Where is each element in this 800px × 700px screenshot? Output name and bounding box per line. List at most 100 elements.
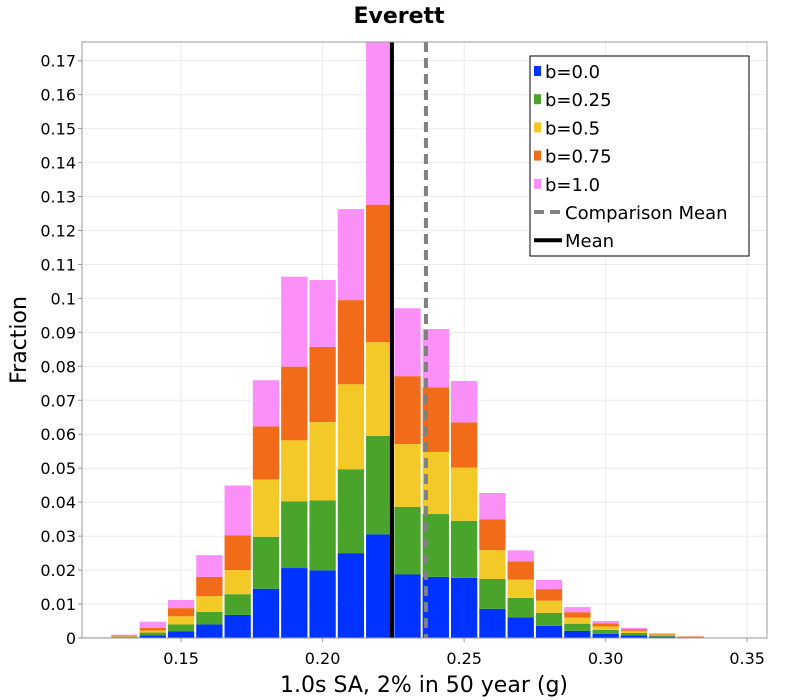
bar-segment-b-0-5 <box>535 600 563 613</box>
y-tick-label: 0.03 <box>40 527 76 546</box>
bar-segment-b-1-0 <box>309 280 336 347</box>
legend-swatch <box>534 150 541 161</box>
y-tick-label: 0.16 <box>40 86 76 105</box>
bar-segment-b-0-25 <box>535 612 563 626</box>
y-tick-label: 0.11 <box>40 255 76 274</box>
y-axis-ticks: 0 0.01 0.02 0.03 0.04 0.05 0.06 0.07 0.08 0.09 0.1… <box>40 52 82 648</box>
bar-segment-b-0-5 <box>620 630 648 633</box>
bar-segment-b-1-0 <box>479 492 506 520</box>
y-tick-label: 0.01 <box>40 595 76 614</box>
bar-segment-b-0-25 <box>224 594 251 615</box>
bar-segment-b-0-75 <box>450 422 478 468</box>
bar-segment-b-0-0 <box>252 588 280 638</box>
bar-segment-b-0-25 <box>394 506 421 575</box>
bar-segment-b-0-5 <box>167 616 195 625</box>
bar-segment-b-0-75 <box>337 300 365 385</box>
y-tick-label: 0.15 <box>40 120 76 139</box>
bar-segment-b-0-75 <box>507 561 534 580</box>
y-tick-label: 0.02 <box>40 561 76 580</box>
x-tick-label: 0.15 <box>163 649 199 668</box>
legend-label: b=1.0 <box>545 175 600 196</box>
y-tick-label: 0.12 <box>40 221 76 240</box>
bar-segment-b-0-0 <box>281 568 308 638</box>
bar-segment-b-0-25 <box>139 632 166 636</box>
bar-segment-b-1-0 <box>592 621 619 624</box>
bar-segment-b-0-5 <box>479 550 506 579</box>
bar-segment-b-0-25 <box>337 469 365 554</box>
bar-segment-b-0-0 <box>309 570 336 638</box>
bar-segment-b-0-75 <box>479 519 506 551</box>
bar-segment-b-1-0 <box>337 209 365 301</box>
legend-box <box>529 55 750 257</box>
legend-swatch <box>534 122 541 133</box>
bar-segment-b-0-25 <box>281 501 308 569</box>
x-tick-label: 0.35 <box>729 649 765 668</box>
bar-segment-b-0-25 <box>620 632 648 636</box>
bar-segment-b-0-0 <box>224 614 251 638</box>
bar-segment-b-0-75 <box>620 629 648 631</box>
bar-segment-b-1-0 <box>196 555 223 577</box>
legend-swatch <box>534 94 541 105</box>
y-tick-label: 0.08 <box>40 357 76 376</box>
y-tick-label: 0.07 <box>40 391 76 410</box>
bar-segment-b-0-5 <box>366 342 393 436</box>
bar-segment-b-0-5 <box>592 626 619 630</box>
bar-segment-b-0-5 <box>564 617 591 624</box>
legend-label: b=0.0 <box>545 62 600 83</box>
bar-segment-b-0-75 <box>111 635 138 637</box>
x-axis-ticks: 0.15 0.20 0.25 0.30 0.35 <box>163 638 765 668</box>
bar-segment-b-0-75 <box>224 535 251 571</box>
bar-segment-b-1-0 <box>224 485 251 536</box>
bar-segment-b-0-25 <box>366 435 393 535</box>
bar-segment-b-0-5 <box>224 570 251 595</box>
bar-segment-b-0-5 <box>196 596 223 612</box>
bar-segment-b-1-0 <box>281 276 308 367</box>
bar-segment-b-1-0 <box>366 42 393 205</box>
bar-segment-b-0-25 <box>167 624 195 632</box>
legend-swatch <box>534 66 541 76</box>
bar-segment-b-0-5 <box>394 444 421 507</box>
bar-segment-b-0-0 <box>592 633 619 638</box>
y-tick-label: 0.13 <box>40 188 76 207</box>
bar-segment-b-0-0 <box>139 635 166 638</box>
bar-segment-b-0-25 <box>479 578 506 609</box>
plot-area-frame <box>81 41 768 639</box>
bar-segment-b-0-25 <box>507 597 534 618</box>
bar-segment-b-0-75 <box>281 366 308 441</box>
bar-segment-b-0-25 <box>649 635 676 637</box>
x-tick-label: 0.25 <box>446 649 482 668</box>
bar-segment-b-0-75 <box>309 346 336 423</box>
bar-segment-b-0-75 <box>252 426 280 480</box>
bar-segment-b-1-0 <box>535 579 563 590</box>
bar-segment-b-1-0 <box>564 607 591 613</box>
bar-segment-b-0-25 <box>196 611 223 625</box>
bar-segment-b-0-75 <box>592 623 619 627</box>
bar-segment-b-1-0 <box>620 627 648 630</box>
bar-segment-b-0-0 <box>507 617 534 638</box>
y-tick-label: 0.06 <box>40 425 76 444</box>
y-tick-label: 0.17 <box>40 52 76 71</box>
legend: b=0.0 b=0.25 b=0.5 b=0.75 b=1.0 Comparison Me… <box>529 55 750 257</box>
bar-segment-b-0-0 <box>535 625 563 638</box>
bar-segment-b-0-75 <box>196 576 223 597</box>
bar-segment-b-0-75 <box>139 627 166 631</box>
y-axis-label: Fraction <box>7 296 32 384</box>
bar-segment-b-0-5 <box>450 467 478 521</box>
bar-segment-b-0-25 <box>111 636 138 638</box>
bar-segment-b-0-75 <box>366 204 393 343</box>
bar-segment-b-0-0 <box>366 534 393 638</box>
bar-segment-b-1-0 <box>394 308 421 377</box>
legend-label: b=0.5 <box>545 118 600 139</box>
y-tick-label: 0.04 <box>40 493 76 512</box>
mean-lines <box>389 42 428 638</box>
x-tick-label: 0.30 <box>588 649 624 668</box>
bar-segment-b-0-0 <box>450 577 478 638</box>
bar-segment-b-1-0 <box>252 380 280 427</box>
bar-segment-b-0-75 <box>649 633 676 635</box>
legend-label: Mean <box>565 231 614 252</box>
bar-segment-b-0-75 <box>564 612 591 618</box>
bar-segment-b-0-0 <box>394 574 421 638</box>
bar-segment-b-0-0 <box>167 631 195 638</box>
bar-segment-b-0-0 <box>564 630 591 638</box>
